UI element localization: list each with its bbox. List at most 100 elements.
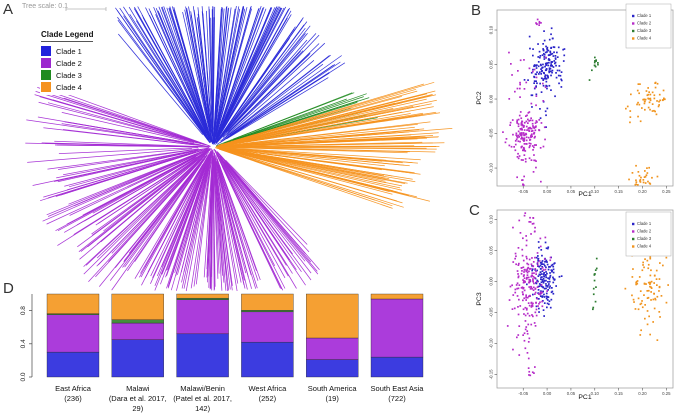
- scatter-series-clade-2: [506, 212, 552, 377]
- tree-clade-clade-4: [215, 81, 453, 209]
- clade-legend-item: Clade 2: [41, 58, 93, 68]
- bar-category-label: Malawi (Dara et al. 2017, 29): [108, 384, 167, 413]
- svg-text:0.05: 0.05: [489, 60, 494, 69]
- svg-text:0.00: 0.00: [489, 94, 494, 103]
- phylogenetic-tree: [25, 5, 453, 292]
- svg-text:0.15: 0.15: [614, 189, 623, 194]
- svg-text:Clade 3: Clade 3: [637, 28, 652, 33]
- bar-segment: [370, 293, 424, 300]
- panel-d-label: D: [3, 280, 14, 297]
- svg-text:0.10: 0.10: [591, 189, 600, 194]
- clade-legend-label: Clade 2: [56, 58, 82, 68]
- bar-category-label: Malawi/Benin (Patel et al. 2017, 142): [173, 384, 232, 413]
- pcaB-xlabel: PC1: [578, 191, 591, 198]
- svg-text:-0.15: -0.15: [489, 369, 494, 379]
- bar-category-label: East Africa (236): [55, 384, 91, 403]
- bar-segment: [241, 311, 294, 343]
- pcaB-ylabel: PC2: [476, 91, 483, 104]
- bar-segment: [241, 341, 294, 378]
- svg-text:Clade 1: Clade 1: [637, 13, 652, 18]
- svg-text:-0.05: -0.05: [518, 189, 528, 194]
- svg-text:Clade 4: Clade 4: [637, 36, 652, 41]
- clade-legend-swatch: [41, 70, 51, 80]
- bar-segment: [176, 299, 229, 335]
- svg-text:Clade 1: Clade 1: [637, 221, 652, 226]
- tree-clade-clade-1: [115, 5, 346, 145]
- svg-text:0.05: 0.05: [567, 189, 576, 194]
- svg-text:0.25: 0.25: [662, 189, 671, 194]
- svg-text:0.0: 0.0: [20, 372, 27, 381]
- tree-clade-clade-2: [25, 87, 320, 292]
- bar-category-label: South America (19): [307, 384, 357, 403]
- bar-segment: [176, 297, 229, 300]
- svg-text:Clade 3: Clade 3: [637, 236, 652, 241]
- bar-segment: [111, 319, 164, 324]
- scatter-series-clade-1: [526, 241, 563, 317]
- svg-text:Clade 2: Clade 2: [637, 229, 652, 234]
- axes: -0.05 0.00 0.05 0.10 0.15 0.20 0.25 -0.15 -0.10 -…: [489, 209, 674, 396]
- clade-legend-swatch: [41, 46, 51, 56]
- scatter-series-clade-3: [592, 257, 598, 311]
- clade-legend-title: Clade Legend: [41, 30, 94, 42]
- scatter-series-clade-2: [502, 18, 547, 186]
- svg-text:-0.10: -0.10: [489, 163, 494, 173]
- clade-legend-label: Clade 1: [56, 46, 82, 56]
- plot-legend: Clade 1 Clade 2 Clade 3 Clade 4: [625, 3, 672, 49]
- svg-text:0.10: 0.10: [489, 25, 494, 34]
- svg-text:Clade 4: Clade 4: [637, 244, 652, 249]
- clade-legend-item: Clade 4: [41, 82, 93, 92]
- bar-segment: [241, 310, 294, 313]
- clade-legend-label: Clade 3: [56, 70, 82, 80]
- svg-text:-0.10: -0.10: [489, 338, 494, 348]
- svg-text:0.00: 0.00: [543, 189, 552, 194]
- panel-b-label: B: [471, 2, 482, 19]
- clade-legend-swatch: [41, 58, 51, 68]
- clade-legend-item: Clade 3: [41, 70, 93, 80]
- svg-text:0.25: 0.25: [662, 391, 671, 396]
- clade-legend-label: Clade 4: [56, 82, 82, 92]
- plot-legend: Clade 1 Clade 2 Clade 3 Clade 4: [625, 211, 672, 257]
- bars: [46, 293, 424, 378]
- bar-segment: [111, 322, 164, 340]
- bar-segment: [46, 314, 100, 353]
- clade-legend: Clade Legend Clade 1 Clade 2 Clade 3 Clade …: [40, 29, 97, 95]
- bar-segment: [111, 339, 164, 378]
- pca-plot-pc1-pc3: PC1 PC3 Legend -0.050.000.050.100.150.20…: [476, 209, 674, 401]
- tree-scale-label: Tree scale: 0.1: [22, 3, 69, 10]
- clade-legend-items: Clade 1 Clade 2 Clade 3 Clade 4: [41, 46, 93, 92]
- svg-text:0.20: 0.20: [638, 189, 647, 194]
- bar-category-label: West Africa (252): [248, 384, 287, 403]
- tree-scale-bar: [65, 7, 107, 11]
- panel-c-label: C: [469, 202, 480, 219]
- svg-text:0.00: 0.00: [489, 277, 494, 286]
- svg-text:Clade 2: Clade 2: [637, 21, 652, 26]
- clade-legend-swatch: [41, 82, 51, 92]
- svg-text:0.15: 0.15: [614, 391, 623, 396]
- svg-text:-0.05: -0.05: [518, 391, 528, 396]
- scatter-series-clade-1: [523, 27, 566, 128]
- clade-legend-item: Clade 1: [41, 46, 93, 56]
- pcaC-xlabel: PC1: [578, 394, 591, 401]
- scatter-series-clade-4: [625, 81, 666, 186]
- svg-text:0.20: 0.20: [638, 391, 647, 396]
- svg-text:0.8: 0.8: [20, 306, 27, 315]
- bar-category-label: South East Asia (722): [370, 384, 424, 403]
- bar-segment: [241, 293, 294, 311]
- svg-text:0.05: 0.05: [489, 246, 494, 255]
- bar-segment: [306, 359, 359, 378]
- bar-segment: [370, 298, 424, 358]
- pca-plot-pc1-pc2: PC1 PC2 Legend -0.050.000.050.100.150.20…: [476, 3, 674, 198]
- bar-segment: [306, 293, 359, 339]
- pcaC-ylabel: PC3: [476, 292, 483, 305]
- svg-text:-0.05: -0.05: [489, 128, 494, 138]
- admixture-bar-chart: 0.0 0.4 0.8: [20, 293, 424, 382]
- bar-segment: [46, 351, 100, 378]
- svg-text:0.4: 0.4: [20, 339, 27, 348]
- panel-a-label: A: [3, 1, 14, 18]
- svg-text:0.05: 0.05: [567, 391, 576, 396]
- bar-segment: [176, 333, 229, 378]
- scatter-series-clade-3: [588, 56, 599, 81]
- bar-segment: [111, 293, 164, 320]
- bar-segment: [176, 293, 229, 299]
